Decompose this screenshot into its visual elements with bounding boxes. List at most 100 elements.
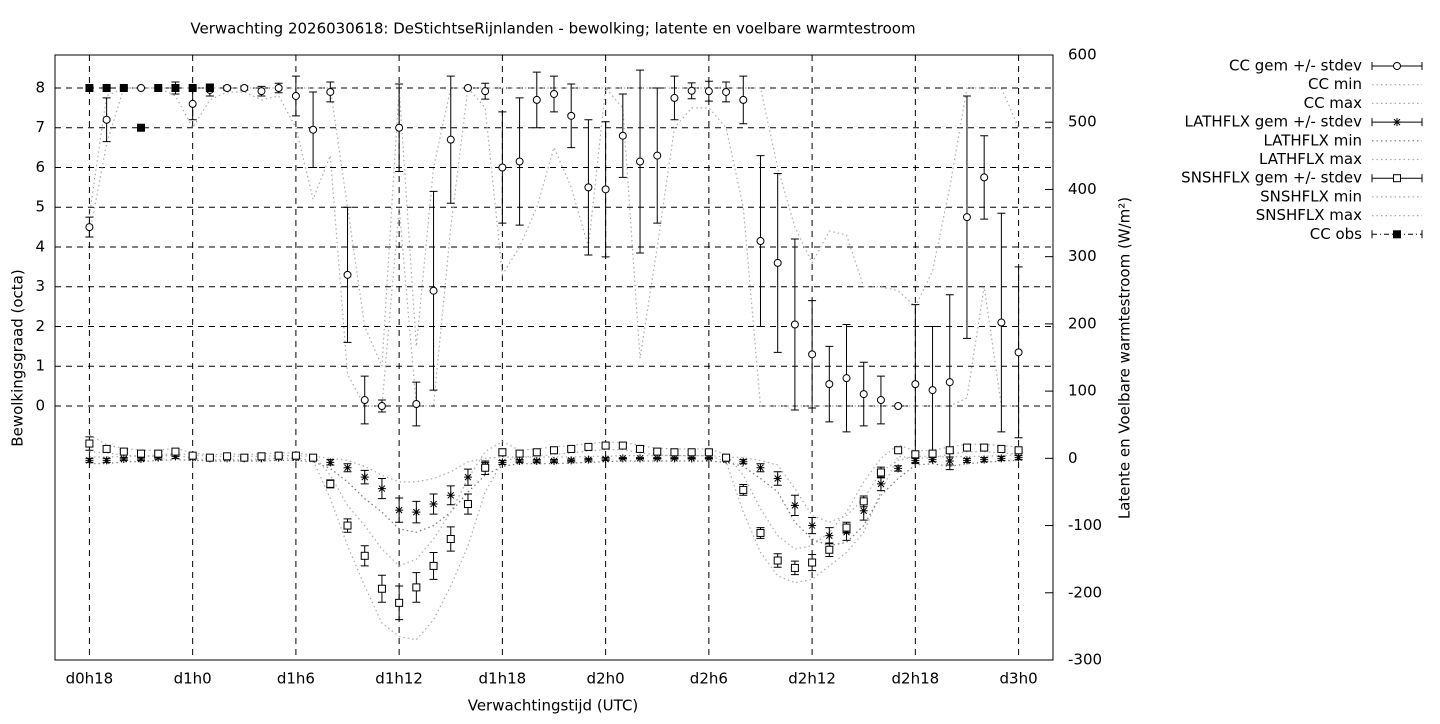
circle-marker	[240, 83, 249, 92]
square-marker	[532, 448, 541, 457]
square-marker	[618, 441, 627, 450]
min-max-line	[88, 87, 1020, 367]
square-marker	[842, 523, 851, 532]
asterisk-marker	[343, 463, 352, 472]
x-tick-label: d2h12	[788, 670, 836, 688]
y-tick-label: 3	[35, 277, 45, 295]
square-marker	[962, 443, 971, 452]
square-marker	[291, 451, 300, 460]
asterisk-marker	[618, 454, 627, 463]
y-tick-label: 4	[35, 237, 45, 255]
circle-marker	[343, 270, 352, 279]
y2-tick-label: 300	[1068, 247, 1097, 265]
circle-marker	[601, 185, 610, 194]
asterisk-marker	[85, 456, 94, 465]
y2-tick-label: -300	[1068, 651, 1102, 669]
square-marker	[429, 561, 438, 570]
min-max-line	[89, 448, 1019, 641]
legend-label: SNSHFLX gem +/- stdev	[1181, 169, 1362, 187]
square-marker	[687, 448, 696, 457]
square-marker	[704, 448, 713, 457]
circle-marker	[463, 83, 472, 92]
x-tick-label: d1h12	[375, 670, 423, 688]
square-marker	[343, 521, 352, 530]
asterisk-marker	[859, 506, 868, 515]
legend-label: SNSHFLX min	[1260, 187, 1362, 205]
circle-marker	[309, 125, 318, 134]
asterisk-marker	[962, 456, 971, 465]
y-tick-label: 8	[35, 78, 45, 96]
y-tick-label: 6	[35, 158, 45, 176]
circle-marker	[722, 87, 731, 96]
asterisk-marker	[997, 454, 1006, 463]
square-marker	[808, 558, 817, 567]
legend-label: LATHFLX max	[1259, 150, 1362, 168]
y2-tick-label: 500	[1068, 113, 1097, 131]
legend-label: SNSHFLX max	[1256, 206, 1362, 224]
circle-marker	[756, 237, 765, 246]
square-marker	[412, 583, 421, 592]
filled-square-marker	[154, 83, 163, 92]
square-marker	[463, 500, 472, 509]
asterisk-marker	[928, 455, 937, 464]
circle-marker	[257, 87, 266, 96]
y-tick-label: 1	[35, 357, 45, 375]
circle-marker	[945, 378, 954, 387]
square-marker	[1014, 446, 1023, 455]
circle-marker	[223, 83, 232, 92]
square-marker	[154, 449, 163, 458]
asterisk-marker	[1014, 453, 1023, 462]
legend-sample	[1371, 230, 1423, 239]
x-tick-label: d3h0	[1000, 670, 1038, 688]
asterisk-marker	[825, 531, 834, 540]
circle-marker	[808, 350, 817, 359]
asterisk-marker	[687, 454, 696, 463]
square-marker	[773, 556, 782, 565]
circle-marker	[429, 286, 438, 295]
asterisk-marker	[911, 456, 920, 465]
circle-marker	[670, 93, 679, 102]
square-marker	[257, 452, 266, 461]
filled-square-marker	[85, 83, 94, 92]
asterisk-marker	[154, 453, 163, 462]
asterisk-marker	[429, 500, 438, 509]
y2-tick-label: 100	[1068, 382, 1097, 400]
square-marker	[876, 468, 885, 477]
circle-marker	[1014, 348, 1023, 357]
min-max-line	[89, 434, 1019, 567]
square-marker	[756, 528, 765, 537]
square-marker	[722, 453, 731, 462]
y2-axis-label: Latente en Voelbare warmtestroom (W/m²)	[1116, 197, 1134, 519]
y2-tick-label: 0	[1068, 449, 1078, 467]
square-marker	[1393, 174, 1401, 183]
legend-label: LATHFLX min	[1263, 131, 1362, 149]
circle-marker	[498, 163, 507, 172]
asterisk-marker	[446, 491, 455, 500]
square-marker	[85, 439, 94, 448]
asterisk-marker	[945, 457, 954, 466]
square-marker	[790, 563, 799, 572]
square-marker	[636, 444, 645, 453]
legend-label: CC gem +/- stdev	[1229, 57, 1362, 75]
square-marker	[894, 446, 903, 455]
square-marker	[825, 545, 834, 554]
x-tick-label: d1h6	[277, 670, 315, 688]
y-axis-label: Bewolkingsgraad (octa)	[9, 269, 27, 446]
circle-marker	[876, 396, 885, 405]
filled-square-marker	[171, 83, 180, 92]
circle-marker	[739, 95, 748, 104]
circle-marker	[980, 173, 989, 182]
legend-label: LATHFLX gem +/- stdev	[1184, 113, 1362, 131]
circle-marker	[911, 380, 920, 389]
y2-tick-label: 200	[1068, 314, 1097, 332]
square-marker	[550, 446, 558, 455]
square-marker	[515, 449, 524, 458]
circle-marker	[446, 135, 455, 144]
square-marker	[997, 444, 1006, 453]
circle-marker	[481, 87, 490, 96]
square-marker	[137, 449, 146, 458]
asterisk-marker	[773, 474, 782, 483]
circle-marker	[997, 318, 1006, 327]
square-marker	[739, 485, 748, 494]
